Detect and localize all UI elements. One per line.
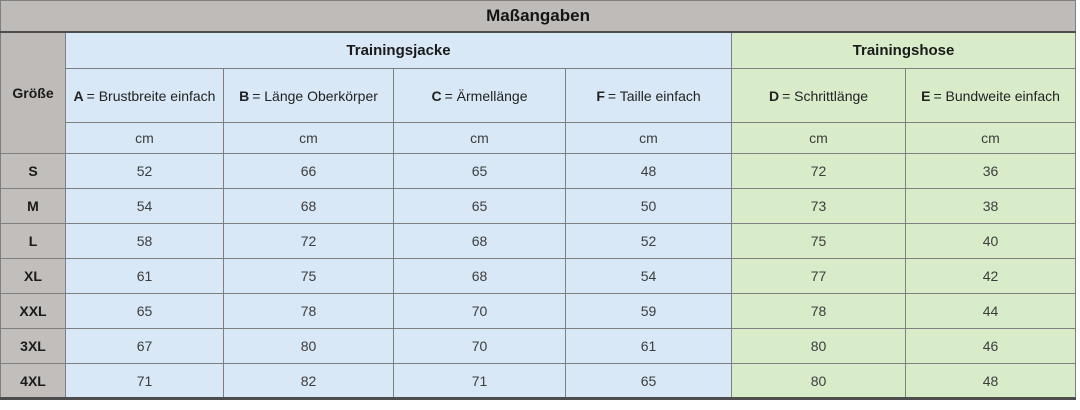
unit-cell: cm xyxy=(65,122,224,154)
value-cell: 36 xyxy=(904,153,1077,189)
column-label: = Brustbreite einfach xyxy=(86,87,216,104)
column-header-row: A = Brustbreite einfach B = Länge Oberkörp… xyxy=(1,68,1077,123)
value-cell: 66 xyxy=(223,153,394,189)
value-cell: 72 xyxy=(731,153,906,189)
group-header-trainingshose: Trainingshose xyxy=(730,31,1077,69)
value-cell: 68 xyxy=(393,223,566,259)
value-cell: 73 xyxy=(731,188,906,224)
table-row: M 54 68 65 50 73 38 xyxy=(0,188,1077,224)
value-cell: 68 xyxy=(393,258,566,294)
value-cell: 46 xyxy=(904,328,1077,364)
column-header-d: D = Schrittlänge xyxy=(731,68,906,123)
value-cell: 50 xyxy=(565,188,732,224)
value-cell: 80 xyxy=(223,328,394,364)
value-cell: 48 xyxy=(565,153,732,189)
column-label: = Länge Oberkörper xyxy=(252,87,378,104)
value-cell: 80 xyxy=(731,363,906,400)
column-label: = Schrittlänge xyxy=(782,87,869,104)
value-cell: 38 xyxy=(904,188,1077,224)
unit-cell: cm xyxy=(393,122,566,154)
value-cell: 68 xyxy=(223,188,394,224)
column-letter: A xyxy=(73,87,84,104)
value-cell: 70 xyxy=(393,328,566,364)
value-cell: 80 xyxy=(731,328,906,364)
value-cell: 65 xyxy=(65,293,224,329)
size-label: 3XL xyxy=(0,328,66,364)
size-column-header: Größe xyxy=(0,31,66,154)
value-cell: 78 xyxy=(223,293,394,329)
table-row: 3XL 67 80 70 61 80 46 xyxy=(0,328,1077,364)
table-row: S 52 66 65 48 72 36 xyxy=(0,153,1077,189)
unit-cell: cm xyxy=(904,122,1077,154)
value-cell: 58 xyxy=(65,223,224,259)
table-title: Maßangaben xyxy=(0,0,1077,33)
column-header-a: A = Brustbreite einfach xyxy=(65,68,224,123)
value-cell: 75 xyxy=(223,258,394,294)
group-header-row: Größe Trainingsjacke Trainingshose xyxy=(0,31,1077,154)
column-letter: C xyxy=(431,87,442,104)
column-label: = Taille einfach xyxy=(607,87,701,104)
size-label: S xyxy=(0,153,66,189)
column-letter: F xyxy=(596,87,605,104)
value-cell: 54 xyxy=(565,258,732,294)
size-label: L xyxy=(0,223,66,259)
value-cell: 61 xyxy=(65,258,224,294)
size-label: XXL xyxy=(0,293,66,329)
value-cell: 67 xyxy=(65,328,224,364)
size-chart-table: Maßangaben Größe Trainingsjacke Training… xyxy=(0,0,1077,400)
unit-cell: cm xyxy=(223,122,394,154)
size-label: XL xyxy=(0,258,66,294)
value-cell: 77 xyxy=(731,258,906,294)
group-header-trainingsjacke: Trainingsjacke xyxy=(65,31,732,69)
value-cell: 75 xyxy=(731,223,906,259)
value-cell: 65 xyxy=(393,153,566,189)
column-header-f: F = Taille einfach xyxy=(565,68,732,123)
column-letter: B xyxy=(239,87,250,104)
value-cell: 65 xyxy=(565,363,732,400)
value-cell: 59 xyxy=(565,293,732,329)
title-row: Maßangaben xyxy=(0,0,1077,33)
value-cell: 48 xyxy=(904,363,1077,400)
value-cell: 65 xyxy=(393,188,566,224)
column-letter: D xyxy=(768,87,780,104)
size-label: M xyxy=(0,188,66,224)
value-cell: 70 xyxy=(393,293,566,329)
value-cell: 61 xyxy=(565,328,732,364)
table-row: XXL 65 78 70 59 78 44 xyxy=(0,293,1077,329)
column-label: = Bundweite einfach xyxy=(933,87,1060,104)
unit-row: cm cm cm cm cm cm xyxy=(1,122,1077,154)
value-cell: 71 xyxy=(393,363,566,400)
unit-cell: cm xyxy=(565,122,732,154)
value-cell: 78 xyxy=(731,293,906,329)
value-cell: 52 xyxy=(565,223,732,259)
column-header-c: C = Ärmellänge xyxy=(393,68,566,123)
table-row: XL 61 75 68 54 77 42 xyxy=(0,258,1077,294)
unit-cell: cm xyxy=(731,122,906,154)
size-label: 4XL xyxy=(0,363,66,400)
value-cell: 42 xyxy=(904,258,1077,294)
column-label: = Ärmellänge xyxy=(444,87,528,104)
table-row: L 58 72 68 52 75 40 xyxy=(0,223,1077,259)
value-cell: 72 xyxy=(223,223,394,259)
column-header-b: B = Länge Oberkörper xyxy=(223,68,394,123)
column-header-e: E = Bundweite einfach xyxy=(904,68,1077,123)
value-cell: 52 xyxy=(65,153,224,189)
value-cell: 82 xyxy=(223,363,394,400)
value-cell: 40 xyxy=(904,223,1077,259)
value-cell: 71 xyxy=(65,363,224,400)
table-row: 4XL 71 82 71 65 80 48 xyxy=(0,363,1077,400)
column-letter: E xyxy=(921,87,931,104)
value-cell: 54 xyxy=(65,188,224,224)
value-cell: 44 xyxy=(904,293,1077,329)
table-body: S 52 66 65 48 72 36 M 54 68 65 50 73 38 … xyxy=(0,153,1077,400)
